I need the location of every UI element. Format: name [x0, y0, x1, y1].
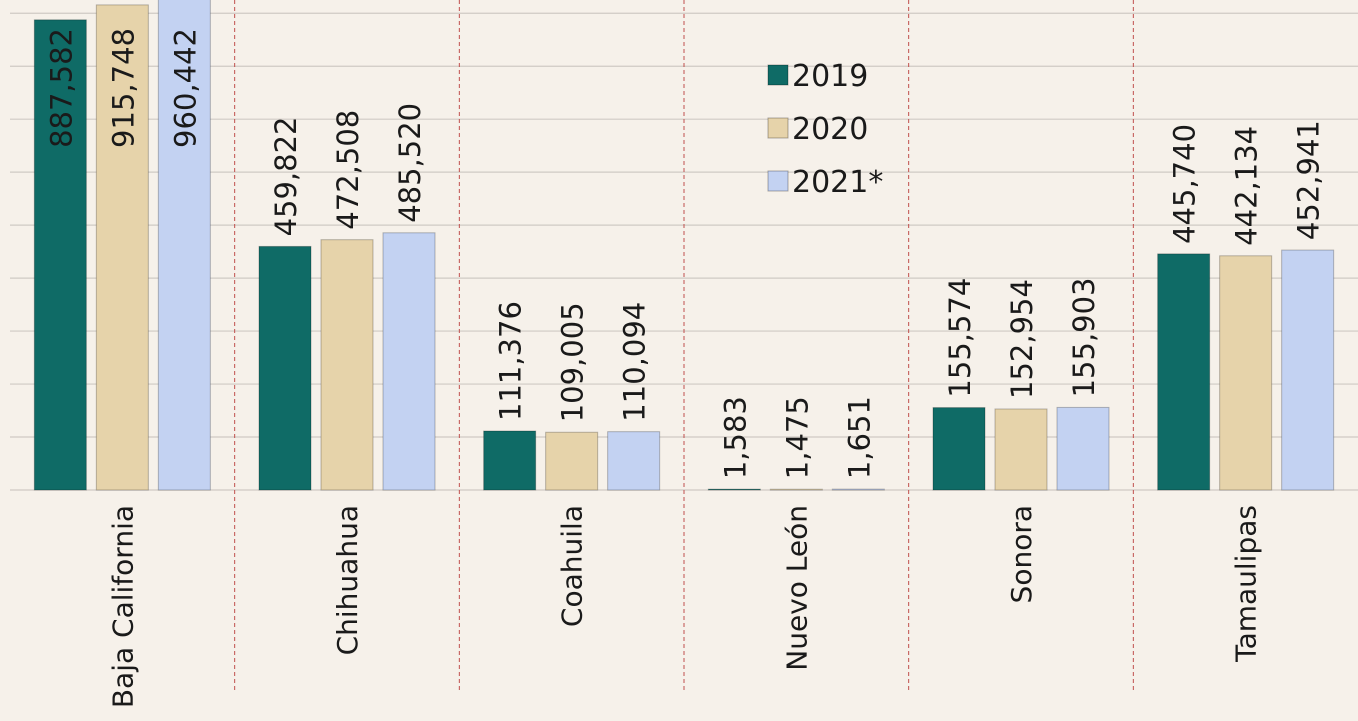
legend-label: 2021*	[792, 165, 883, 200]
value-label: 1,651	[842, 396, 876, 479]
x-tick-label: Tamaulipas	[1230, 505, 1263, 663]
value-label: 155,574	[943, 278, 977, 398]
value-label: 109,005	[556, 302, 590, 422]
bar	[932, 407, 986, 491]
legend-swatch	[767, 117, 789, 139]
legend-swatch	[767, 170, 789, 192]
x-tick-label: Coahuila	[556, 505, 589, 627]
value-label: 887,582	[44, 28, 78, 148]
legend-label: 2019	[792, 59, 868, 94]
value-label: 110,094	[618, 302, 652, 422]
bar	[607, 431, 661, 491]
bar	[1056, 406, 1110, 491]
value-label: 915,748	[106, 28, 140, 148]
value-label: 152,954	[1005, 279, 1039, 399]
x-tick-label: Baja California	[106, 505, 139, 708]
legend-swatch	[767, 64, 789, 86]
bar	[707, 488, 761, 491]
bar	[1219, 255, 1273, 491]
bar	[157, 0, 211, 491]
bar	[1157, 253, 1211, 491]
bar	[258, 245, 312, 491]
x-tick-label: Nuevo León	[780, 505, 813, 671]
bar	[33, 19, 87, 491]
value-label: 442,134	[1230, 126, 1264, 246]
bar	[1281, 249, 1335, 491]
value-label: 445,740	[1168, 124, 1202, 244]
bar	[382, 232, 436, 491]
bar	[831, 488, 885, 491]
value-label: 472,508	[331, 110, 365, 230]
legend-label: 2020	[792, 112, 868, 147]
bar	[769, 488, 823, 491]
bar	[994, 408, 1048, 491]
bar	[320, 239, 374, 491]
value-label: 960,442	[168, 28, 202, 148]
value-label: 155,903	[1067, 277, 1101, 397]
value-label: 459,822	[269, 116, 303, 236]
bar	[483, 430, 537, 491]
value-label: 1,475	[780, 396, 814, 479]
x-tick-label: Chihuahua	[331, 505, 364, 655]
bar	[95, 4, 149, 491]
bar	[545, 431, 599, 491]
value-label: 485,520	[393, 103, 427, 223]
x-tick-label: Sonora	[1005, 505, 1038, 603]
value-label: 1,583	[718, 396, 752, 479]
value-label: 111,376	[494, 301, 528, 421]
value-label: 452,941	[1292, 120, 1326, 240]
